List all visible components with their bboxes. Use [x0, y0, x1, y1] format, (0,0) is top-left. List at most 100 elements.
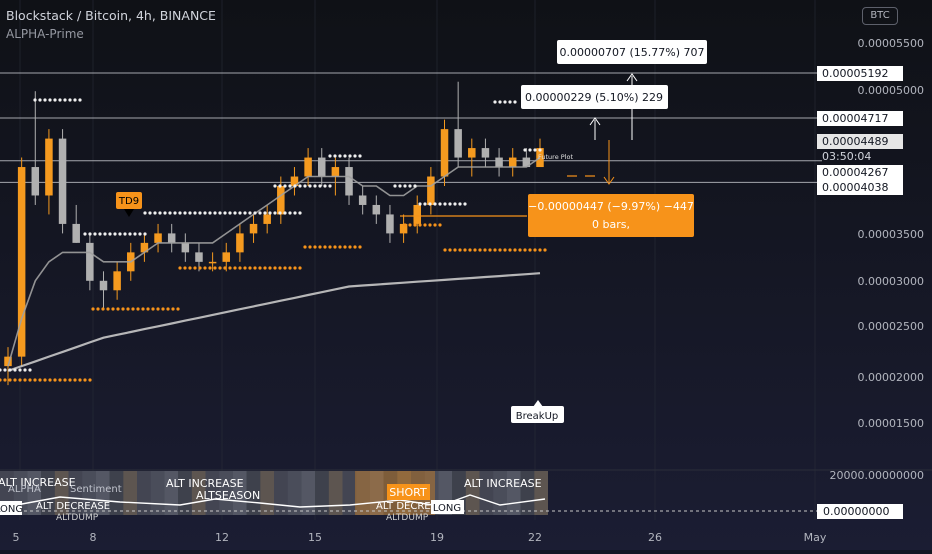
heat-cell: [288, 471, 302, 515]
time-tick: 12: [215, 531, 229, 544]
dot: [63, 98, 66, 101]
dot: [146, 307, 149, 310]
price-level-label: 03:50:04: [822, 150, 871, 163]
price-level-tag: 0.00004717: [817, 111, 903, 126]
dot: [278, 211, 281, 214]
time-tick: 15: [308, 531, 322, 544]
price-level-label: 0.00004038: [822, 181, 888, 194]
dot: [343, 245, 346, 248]
dot: [203, 266, 206, 269]
dot: [508, 100, 511, 103]
dot: [328, 184, 331, 187]
dot: [458, 248, 461, 251]
dot: [493, 100, 496, 103]
dot: [288, 184, 291, 187]
dot: [43, 98, 46, 101]
dot: [103, 232, 106, 235]
dot: [278, 266, 281, 269]
candle-body: [359, 195, 367, 204]
price-level-label: 0.00004717: [822, 112, 888, 125]
price-tick: 0.00003000: [858, 275, 924, 288]
dot: [108, 232, 111, 235]
dot: [156, 307, 159, 310]
dot: [423, 202, 426, 205]
dot: [106, 307, 109, 310]
dot: [283, 184, 286, 187]
dot: [131, 307, 134, 310]
dot: [528, 248, 531, 251]
dot: [263, 211, 266, 214]
dot: [538, 148, 541, 151]
price-level-tag: 0.00004267: [817, 165, 903, 180]
dot: [223, 211, 226, 214]
candle-body: [454, 129, 462, 157]
candle-body: [277, 186, 285, 214]
dot: [353, 245, 356, 248]
dot: [143, 232, 146, 235]
dot: [48, 378, 51, 381]
dot: [358, 154, 361, 157]
dot: [208, 211, 211, 214]
dot: [18, 368, 21, 371]
dot: [213, 266, 216, 269]
dot: [428, 202, 431, 205]
candle-body: [195, 252, 203, 261]
dot: [193, 266, 196, 269]
dot: [91, 307, 94, 310]
dot: [3, 378, 6, 381]
candle-body: [373, 205, 381, 214]
dot: [238, 211, 241, 214]
dot: [223, 266, 226, 269]
dot: [413, 223, 416, 226]
dot: [253, 266, 256, 269]
dot: [68, 378, 71, 381]
indicator-name[interactable]: ALPHA-Prime: [6, 27, 216, 41]
currency-button[interactable]: BTC: [862, 7, 898, 25]
dot: [163, 211, 166, 214]
dot: [13, 378, 16, 381]
dot: [298, 211, 301, 214]
dot: [218, 211, 221, 214]
dot: [338, 154, 341, 157]
td9-label: TD9: [118, 196, 139, 207]
time-tick: 5: [13, 531, 20, 544]
dot: [198, 211, 201, 214]
dot: [243, 266, 246, 269]
dot: [288, 266, 291, 269]
dot: [213, 211, 216, 214]
dot: [448, 202, 451, 205]
price-tick: 0.00002500: [858, 320, 924, 333]
long-label: LONG: [433, 503, 461, 514]
dot: [166, 307, 169, 310]
dot: [153, 211, 156, 214]
dot: [498, 100, 501, 103]
dot: [343, 154, 346, 157]
candle-body: [413, 205, 421, 224]
heat-cell: [137, 471, 151, 515]
dot: [323, 184, 326, 187]
dot: [258, 211, 261, 214]
dot: [188, 266, 191, 269]
dot: [348, 245, 351, 248]
measure-lower-bars: 0 bars,: [592, 218, 630, 231]
dot: [513, 100, 516, 103]
dot: [323, 245, 326, 248]
dot: [288, 211, 291, 214]
symbol-title[interactable]: Blockstack / Bitcoin, 4h, BINANCE: [6, 8, 216, 23]
alt-increase-label: ALT INCREASE: [464, 477, 542, 490]
dot: [538, 248, 541, 251]
dot: [171, 307, 174, 310]
candle-body: [154, 233, 162, 242]
dot: [141, 307, 144, 310]
altdump-label: ALTDUMP: [56, 513, 99, 523]
dot: [43, 378, 46, 381]
dot: [243, 211, 246, 214]
candle-body: [223, 252, 231, 261]
heat-cell: [315, 471, 329, 515]
candle-body: [72, 224, 80, 243]
dot: [313, 245, 316, 248]
dot: [543, 248, 546, 251]
candle-body: [113, 271, 121, 290]
